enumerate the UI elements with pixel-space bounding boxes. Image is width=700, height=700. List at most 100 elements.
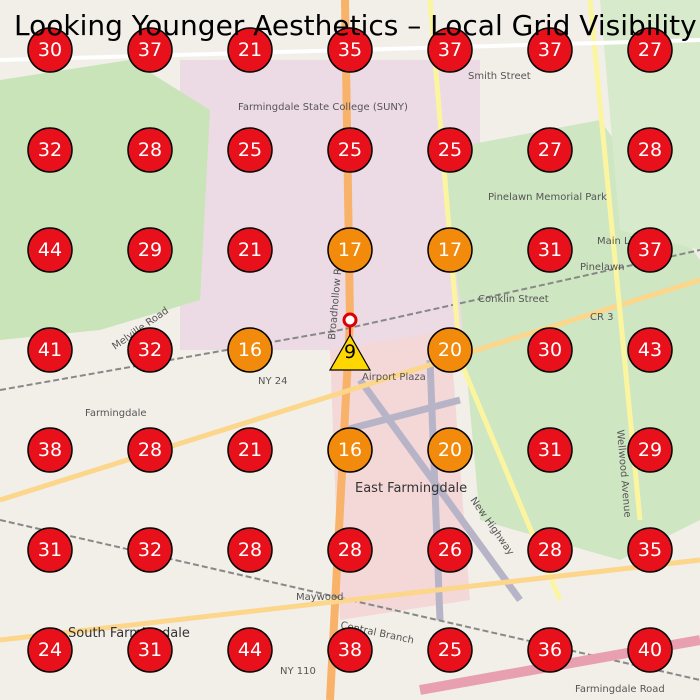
rank-marker <box>427 627 473 673</box>
rank-marker <box>227 127 273 173</box>
rank-label: 31 <box>138 639 162 661</box>
rank-marker <box>327 627 373 673</box>
rank-marker <box>27 27 73 73</box>
rank-marker <box>27 427 73 473</box>
map-label: Farmingdale Road <box>575 684 665 695</box>
rank-marker <box>527 227 573 273</box>
rank-marker <box>627 327 673 373</box>
rank-marker <box>227 427 273 473</box>
rank-marker <box>227 27 273 73</box>
rank-label: 38 <box>38 439 62 461</box>
map-label: Pinelawn <box>580 262 625 273</box>
rank-marker <box>127 227 173 273</box>
rank-label: 9 <box>344 341 356 363</box>
rank-marker <box>27 527 73 573</box>
rank-label: 16 <box>238 339 262 361</box>
rank-marker <box>327 127 373 173</box>
rank-label: 25 <box>338 139 362 161</box>
rank-marker <box>27 327 73 373</box>
rank-label: 27 <box>638 39 662 61</box>
rank-label: 37 <box>138 39 162 61</box>
rank-marker <box>227 527 273 573</box>
rank-marker <box>327 227 373 273</box>
rank-marker <box>427 127 473 173</box>
park <box>0 60 210 340</box>
rank-marker <box>627 627 673 673</box>
rank-marker <box>227 327 273 373</box>
rank-marker <box>127 427 173 473</box>
rank-label: 20 <box>438 339 462 361</box>
rank-label: 20 <box>438 439 462 461</box>
rank-marker <box>328 333 372 371</box>
rank-marker <box>527 627 573 673</box>
rank-label: 37 <box>438 39 462 61</box>
rank-marker <box>527 27 573 73</box>
map-label: CR 3 <box>590 312 613 323</box>
rank-label: 28 <box>538 539 562 561</box>
rank-marker <box>427 427 473 473</box>
map-label: Farmingdale State College (SUNY) <box>238 102 408 113</box>
rank-label: 43 <box>638 339 662 361</box>
rank-label: 35 <box>638 539 662 561</box>
rank-label: 27 <box>538 139 562 161</box>
map-label: NY 110 <box>280 666 316 677</box>
rank-label: 28 <box>138 439 162 461</box>
map-label: Pinelawn Memorial Park <box>488 192 607 203</box>
map-label: NY 24 <box>258 376 288 387</box>
map-label: Main Line <box>597 236 645 247</box>
rank-marker <box>527 327 573 373</box>
rank-marker <box>227 627 273 673</box>
rank-label: 32 <box>138 539 162 561</box>
map-label: Conklin Street <box>478 294 549 305</box>
rank-marker <box>427 227 473 273</box>
grid-markers: 30 37 21 35 37 37 27 32 28 25 25 25 27 28 44 29 21 17 17 31… <box>27 27 673 673</box>
rank-label: 30 <box>538 339 562 361</box>
rank-label: 17 <box>438 239 462 261</box>
rank-label: 41 <box>38 339 62 361</box>
rank-label: 25 <box>438 639 462 661</box>
rank-label: 25 <box>238 139 262 161</box>
rank-marker <box>327 427 373 473</box>
rank-label: 40 <box>638 639 662 661</box>
rank-marker <box>427 27 473 73</box>
rank-marker <box>127 127 173 173</box>
rank-label: 38 <box>338 639 362 661</box>
land-area <box>180 60 480 350</box>
title: Looking Younger Aesthetics – Local Grid … <box>14 9 697 42</box>
rank-label: 28 <box>338 539 362 561</box>
rank-marker <box>127 327 173 373</box>
rank-marker <box>527 527 573 573</box>
rank-label: 16 <box>338 439 362 461</box>
map-label: Airport Plaza <box>362 372 426 383</box>
rank-label: 21 <box>238 39 262 61</box>
runways <box>344 359 523 621</box>
rank-label: 28 <box>138 139 162 161</box>
rank-label: 28 <box>238 539 262 561</box>
map-label: South Farmingdale <box>68 626 190 641</box>
rank-label: 26 <box>438 539 462 561</box>
rank-label: 35 <box>338 39 362 61</box>
map-label: East Farmingdale <box>355 481 467 496</box>
rank-marker <box>127 627 173 673</box>
rank-marker <box>27 227 73 273</box>
rank-marker <box>327 27 373 73</box>
rank-marker <box>627 27 673 73</box>
rank-marker <box>327 527 373 573</box>
rank-label: 31 <box>538 239 562 261</box>
cemetery <box>600 0 700 250</box>
map-label: Farmingdale <box>85 408 147 419</box>
rank-label: 37 <box>638 239 662 261</box>
rank-label: 31 <box>38 539 62 561</box>
rank-label: 28 <box>638 139 662 161</box>
rank-label: 37 <box>538 39 562 61</box>
rank-marker <box>627 527 673 573</box>
rank-marker <box>627 427 673 473</box>
rank-marker <box>527 127 573 173</box>
rank-label: 32 <box>138 339 162 361</box>
rank-marker <box>27 127 73 173</box>
rank-label: 29 <box>638 439 662 461</box>
rank-marker <box>627 227 673 273</box>
rank-marker <box>427 527 473 573</box>
rank-label: 44 <box>38 239 62 261</box>
